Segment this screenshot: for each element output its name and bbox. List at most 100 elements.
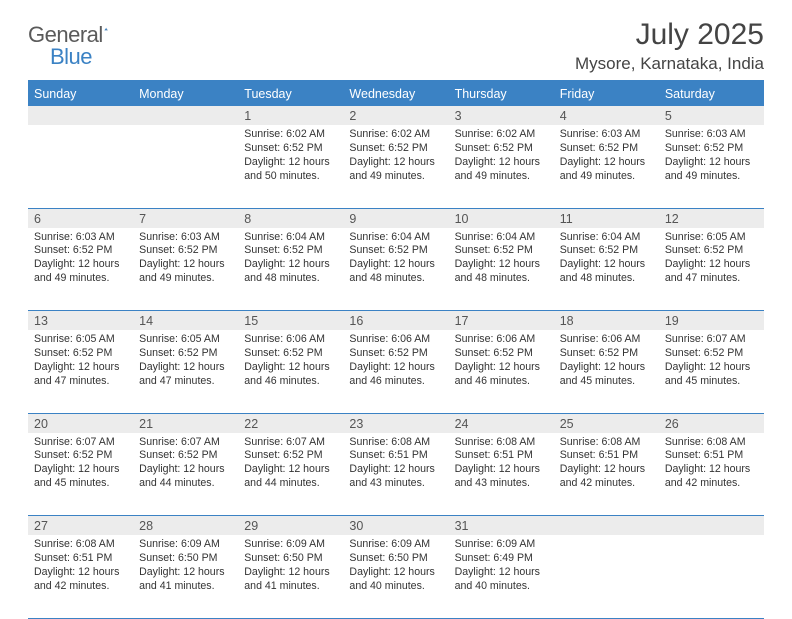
day-details: Sunrise: 6:05 AMSunset: 6:52 PMDaylight:… <box>659 228 764 291</box>
day-details: Sunrise: 6:09 AMSunset: 6:49 PMDaylight:… <box>449 535 554 598</box>
day-details: Sunrise: 6:04 AMSunset: 6:52 PMDaylight:… <box>554 228 659 291</box>
day-number-cell: 9 <box>343 208 448 228</box>
month-title: July 2025 <box>575 18 764 52</box>
day-body-cell: Sunrise: 6:07 AMSunset: 6:52 PMDaylight:… <box>238 433 343 516</box>
day-number-cell <box>554 516 659 536</box>
day-number-cell: 28 <box>133 516 238 536</box>
day-number-cell: 24 <box>449 413 554 433</box>
sail-icon <box>104 20 108 38</box>
day-number-cell: 2 <box>343 106 448 125</box>
day-details: Sunrise: 6:03 AMSunset: 6:52 PMDaylight:… <box>554 125 659 188</box>
day-number-cell: 3 <box>449 106 554 125</box>
day-body-cell <box>659 535 764 618</box>
day-body-cell: Sunrise: 6:03 AMSunset: 6:52 PMDaylight:… <box>659 125 764 208</box>
day-body-cell: Sunrise: 6:02 AMSunset: 6:52 PMDaylight:… <box>238 125 343 208</box>
logo-text-2: Blue <box>50 44 92 69</box>
day-details: Sunrise: 6:03 AMSunset: 6:52 PMDaylight:… <box>659 125 764 188</box>
day-body-cell: Sunrise: 6:03 AMSunset: 6:52 PMDaylight:… <box>133 228 238 311</box>
day-number-cell <box>28 106 133 125</box>
header: General July 2025 Mysore, Karnataka, Ind… <box>28 18 764 74</box>
day-number-cell: 23 <box>343 413 448 433</box>
week-num-row: 12345 <box>28 106 764 125</box>
week-body-row: Sunrise: 6:02 AMSunset: 6:52 PMDaylight:… <box>28 125 764 208</box>
day-details: Sunrise: 6:04 AMSunset: 6:52 PMDaylight:… <box>343 228 448 291</box>
day-details: Sunrise: 6:05 AMSunset: 6:52 PMDaylight:… <box>133 330 238 393</box>
day-number-cell: 14 <box>133 311 238 331</box>
day-body-cell: Sunrise: 6:02 AMSunset: 6:52 PMDaylight:… <box>449 125 554 208</box>
day-number-cell: 29 <box>238 516 343 536</box>
day-details: Sunrise: 6:02 AMSunset: 6:52 PMDaylight:… <box>343 125 448 188</box>
day-number-cell: 25 <box>554 413 659 433</box>
dayname-0: Sunday <box>28 81 133 106</box>
day-body-cell: Sunrise: 6:06 AMSunset: 6:52 PMDaylight:… <box>343 330 448 413</box>
day-details: Sunrise: 6:03 AMSunset: 6:52 PMDaylight:… <box>28 228 133 291</box>
day-details: Sunrise: 6:08 AMSunset: 6:51 PMDaylight:… <box>554 433 659 496</box>
dayname-4: Thursday <box>449 81 554 106</box>
day-body-cell: Sunrise: 6:06 AMSunset: 6:52 PMDaylight:… <box>554 330 659 413</box>
day-body-cell <box>28 125 133 208</box>
day-details: Sunrise: 6:07 AMSunset: 6:52 PMDaylight:… <box>659 330 764 393</box>
week-body-row: Sunrise: 6:07 AMSunset: 6:52 PMDaylight:… <box>28 433 764 516</box>
day-body-cell: Sunrise: 6:06 AMSunset: 6:52 PMDaylight:… <box>449 330 554 413</box>
day-details: Sunrise: 6:07 AMSunset: 6:52 PMDaylight:… <box>133 433 238 496</box>
day-number-cell: 16 <box>343 311 448 331</box>
day-details: Sunrise: 6:02 AMSunset: 6:52 PMDaylight:… <box>449 125 554 188</box>
calendar-table: SundayMondayTuesdayWednesdayThursdayFrid… <box>28 80 764 619</box>
day-number-cell: 31 <box>449 516 554 536</box>
day-number-cell: 21 <box>133 413 238 433</box>
week-body-row: Sunrise: 6:08 AMSunset: 6:51 PMDaylight:… <box>28 535 764 618</box>
day-details: Sunrise: 6:08 AMSunset: 6:51 PMDaylight:… <box>659 433 764 496</box>
week-body-row: Sunrise: 6:03 AMSunset: 6:52 PMDaylight:… <box>28 228 764 311</box>
day-body-cell: Sunrise: 6:04 AMSunset: 6:52 PMDaylight:… <box>238 228 343 311</box>
day-number-cell <box>659 516 764 536</box>
day-number-cell: 4 <box>554 106 659 125</box>
day-body-cell: Sunrise: 6:09 AMSunset: 6:50 PMDaylight:… <box>238 535 343 618</box>
day-body-cell: Sunrise: 6:07 AMSunset: 6:52 PMDaylight:… <box>133 433 238 516</box>
day-number-cell <box>133 106 238 125</box>
logo-line2: Blue <box>28 44 92 70</box>
day-details: Sunrise: 6:06 AMSunset: 6:52 PMDaylight:… <box>343 330 448 393</box>
day-body-cell: Sunrise: 6:08 AMSunset: 6:51 PMDaylight:… <box>449 433 554 516</box>
day-number-cell: 6 <box>28 208 133 228</box>
dayname-2: Tuesday <box>238 81 343 106</box>
day-body-cell: Sunrise: 6:04 AMSunset: 6:52 PMDaylight:… <box>554 228 659 311</box>
day-details: Sunrise: 6:07 AMSunset: 6:52 PMDaylight:… <box>28 433 133 496</box>
day-body-cell: Sunrise: 6:06 AMSunset: 6:52 PMDaylight:… <box>238 330 343 413</box>
week-num-row: 6789101112 <box>28 208 764 228</box>
day-body-cell: Sunrise: 6:03 AMSunset: 6:52 PMDaylight:… <box>28 228 133 311</box>
day-body-cell: Sunrise: 6:05 AMSunset: 6:52 PMDaylight:… <box>28 330 133 413</box>
day-number-cell: 11 <box>554 208 659 228</box>
day-body-cell: Sunrise: 6:08 AMSunset: 6:51 PMDaylight:… <box>659 433 764 516</box>
location: Mysore, Karnataka, India <box>575 54 764 74</box>
day-number-cell: 20 <box>28 413 133 433</box>
day-body-cell: Sunrise: 6:07 AMSunset: 6:52 PMDaylight:… <box>28 433 133 516</box>
week-num-row: 13141516171819 <box>28 311 764 331</box>
day-details: Sunrise: 6:07 AMSunset: 6:52 PMDaylight:… <box>238 433 343 496</box>
day-details: Sunrise: 6:06 AMSunset: 6:52 PMDaylight:… <box>238 330 343 393</box>
day-number-cell: 17 <box>449 311 554 331</box>
day-number-cell: 26 <box>659 413 764 433</box>
day-body-cell <box>554 535 659 618</box>
day-body-cell: Sunrise: 6:09 AMSunset: 6:50 PMDaylight:… <box>343 535 448 618</box>
day-details: Sunrise: 6:08 AMSunset: 6:51 PMDaylight:… <box>343 433 448 496</box>
day-number-cell: 5 <box>659 106 764 125</box>
day-body-cell: Sunrise: 6:09 AMSunset: 6:49 PMDaylight:… <box>449 535 554 618</box>
day-details: Sunrise: 6:08 AMSunset: 6:51 PMDaylight:… <box>449 433 554 496</box>
day-number-cell: 13 <box>28 311 133 331</box>
day-details: Sunrise: 6:06 AMSunset: 6:52 PMDaylight:… <box>554 330 659 393</box>
day-number-cell: 18 <box>554 311 659 331</box>
day-body-cell: Sunrise: 6:09 AMSunset: 6:50 PMDaylight:… <box>133 535 238 618</box>
day-number-cell: 7 <box>133 208 238 228</box>
day-number-cell: 22 <box>238 413 343 433</box>
day-body-cell: Sunrise: 6:08 AMSunset: 6:51 PMDaylight:… <box>554 433 659 516</box>
day-body-cell: Sunrise: 6:02 AMSunset: 6:52 PMDaylight:… <box>343 125 448 208</box>
day-body-cell: Sunrise: 6:05 AMSunset: 6:52 PMDaylight:… <box>133 330 238 413</box>
day-number-cell: 10 <box>449 208 554 228</box>
day-number-cell: 1 <box>238 106 343 125</box>
dayname-6: Saturday <box>659 81 764 106</box>
day-details: Sunrise: 6:02 AMSunset: 6:52 PMDaylight:… <box>238 125 343 188</box>
day-number-cell: 27 <box>28 516 133 536</box>
day-number-cell: 8 <box>238 208 343 228</box>
day-details: Sunrise: 6:08 AMSunset: 6:51 PMDaylight:… <box>28 535 133 598</box>
day-body-cell: Sunrise: 6:04 AMSunset: 6:52 PMDaylight:… <box>449 228 554 311</box>
